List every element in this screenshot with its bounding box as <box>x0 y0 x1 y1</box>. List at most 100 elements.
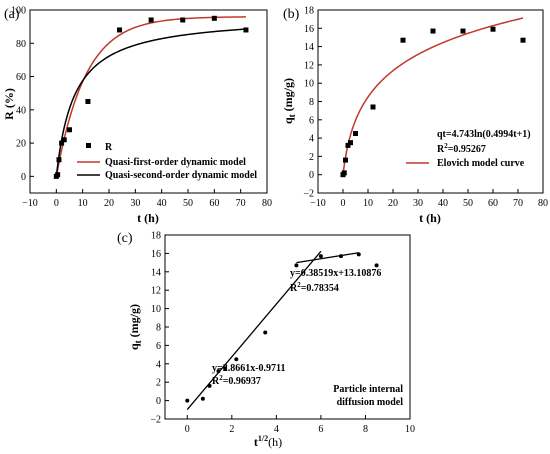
panel-b-ytick-label: 8 <box>309 97 314 108</box>
panel-a-point <box>67 127 72 133</box>
panel-b-ytick-label: 10 <box>304 79 314 90</box>
panel-a-xtick-label: −10 <box>22 198 38 209</box>
panel-a-pso-curve <box>55 28 246 177</box>
panel-b-xlabel: t (h) <box>419 211 441 225</box>
panel-c-label: (c) <box>117 231 133 246</box>
panel-b-point <box>520 37 526 43</box>
panel-b-xtick-label: 50 <box>463 198 473 209</box>
panel-c-ytick-label: 14 <box>151 267 161 278</box>
panel-b-xtick-label: 70 <box>513 198 523 209</box>
panel-c-point <box>318 254 323 259</box>
panel-b-point <box>341 170 347 176</box>
panel-c: (c) t1/2(h) qt (mg/g) 0 2 4 6 8 10 −2 0 2 4 6 8 10 12… <box>117 231 415 450</box>
panel-c-xtick-label: 10 <box>405 424 415 435</box>
panel-b-ytick-label: 12 <box>304 60 314 71</box>
panel-b-ylabel: qt (mg/g) <box>281 78 297 124</box>
panel-a-points <box>53 15 249 179</box>
panel-b-ytick-label: 18 <box>304 6 314 17</box>
panel-c-xtick-label: 0 <box>185 424 190 435</box>
panel-c-point <box>216 369 221 374</box>
panel-c-ytick-label: −2 <box>150 415 161 426</box>
panel-b-xtick-label: 20 <box>388 198 398 209</box>
panel-a-point <box>148 17 154 23</box>
panel-c-point <box>207 383 212 388</box>
panel-a-point <box>59 140 65 146</box>
panel-a-xtick-label: 40 <box>157 198 167 209</box>
panel-c-point <box>223 366 228 371</box>
panel-b-point <box>343 157 348 163</box>
panel-c-ytick-label: 2 <box>156 378 161 389</box>
panel-b-r2: R2=0.95267 <box>437 142 486 155</box>
panel-a-xtick-label: 80 <box>262 198 272 209</box>
panel-a-point <box>180 17 186 23</box>
panel-c-point <box>294 263 299 268</box>
panel-a-point <box>61 137 67 143</box>
panel-a-curves <box>55 16 246 177</box>
panel-c-fit-lines <box>186 250 359 410</box>
panel-a-legend: R Quasi-first-order dynamic model Quasi-… <box>77 142 257 181</box>
panel-b-xtick-label: 80 <box>538 198 548 209</box>
panel-a-ytick-label: 20 <box>16 139 26 150</box>
panel-c-line2-eq: y=0.38519x+13.10876 <box>290 268 381 279</box>
panel-b-ytick-label: 4 <box>309 134 314 145</box>
panel-a-ytick-label: 0 <box>21 172 26 183</box>
panel-c-ytick-label: 6 <box>156 341 161 352</box>
legend-label-pfo: Quasi-first-order dynamic model <box>105 157 246 168</box>
panel-a-ytick-label: 60 <box>16 72 26 83</box>
panel-c-line2-r2: R2=0.78354 <box>290 281 339 294</box>
panel-b-ytick-label: 14 <box>304 42 314 53</box>
panel-a-point <box>85 99 91 104</box>
panel-a-point <box>243 27 249 33</box>
panel-c-ytick-label: 10 <box>151 304 161 315</box>
panel-a-frame <box>29 9 268 194</box>
panel-a-ticks: −10 0 10 20 30 40 50 60 70 80 0 20 40 60 80 100 <box>11 6 272 210</box>
panel-a-point <box>56 157 62 163</box>
panel-c-model-label-1: Particle internal <box>333 384 403 395</box>
panel-b-point <box>345 142 351 148</box>
panel-c-line1-eq: y=2.8661x-0.9711 <box>212 363 285 374</box>
panel-b-point <box>348 140 353 146</box>
panel-b-point <box>353 131 358 137</box>
panel-b-point <box>430 28 436 34</box>
panel-c-ytick-label: 0 <box>156 396 161 407</box>
panel-c-ytick-label: 12 <box>151 286 161 297</box>
panel-c-point <box>200 396 205 401</box>
panel-c-point <box>185 398 190 403</box>
panel-b-xtick-label: −10 <box>310 198 326 209</box>
panel-b-ticks: −10 0 10 20 30 40 50 60 70 80 −2 0 2 4 6 8 10 12 14 16 18 <box>303 6 548 210</box>
panel-b-point <box>400 37 406 43</box>
panel-b-xtick-label: 40 <box>438 198 448 209</box>
panel-a-xtick-label: 70 <box>236 198 246 209</box>
panel-c-xtick-label: 2 <box>229 424 234 435</box>
panel-c-ytick-label: 4 <box>156 359 161 370</box>
panel-b-equation: qt=4.743ln(0.4994t+1) <box>437 129 531 140</box>
legend-label-pso: Quasi-second-order dynamic model <box>105 170 257 181</box>
panel-c-ylabel: qt (mg/g) <box>127 304 143 350</box>
panel-c-point <box>374 263 379 268</box>
panel-a-xlabel: t (h) <box>137 211 159 225</box>
panel-b-ytick-label: 16 <box>304 24 314 35</box>
panel-b-xtick-label: 30 <box>413 198 423 209</box>
panel-c-line1-r2: R2=0.96937 <box>212 374 261 387</box>
panel-a-xtick-label: 20 <box>104 198 114 209</box>
panel-b-point <box>460 28 466 34</box>
panel-b: (b) t (h) qt (mg/g) −10 0 10 20 30 40 50 60 70 80… <box>281 6 548 226</box>
panel-b-label: (b) <box>283 7 300 22</box>
panel-b-points <box>340 26 526 178</box>
panel-c-model-label-2: diffusion model <box>337 397 404 408</box>
panel-b-curves <box>342 17 524 175</box>
panel-b-ytick-label: 0 <box>309 170 314 181</box>
panel-c-xtick-label: 6 <box>318 424 323 435</box>
panel-b-point <box>490 26 496 32</box>
panel-c-ytick-label: 18 <box>151 231 161 242</box>
panel-a-point <box>55 172 61 178</box>
panel-b-ytick-label: −2 <box>303 189 314 200</box>
panel-c-ytick-label: 8 <box>156 323 161 334</box>
panel-b-xtick-label: 0 <box>341 198 346 209</box>
panel-b-xtick-label: 60 <box>488 198 498 209</box>
panel-b-ytick-label: 6 <box>309 115 314 126</box>
legend-label-r: R <box>105 142 113 153</box>
legend-label-elovich: Elovich model curve <box>437 158 525 169</box>
panel-c-point <box>338 254 343 259</box>
